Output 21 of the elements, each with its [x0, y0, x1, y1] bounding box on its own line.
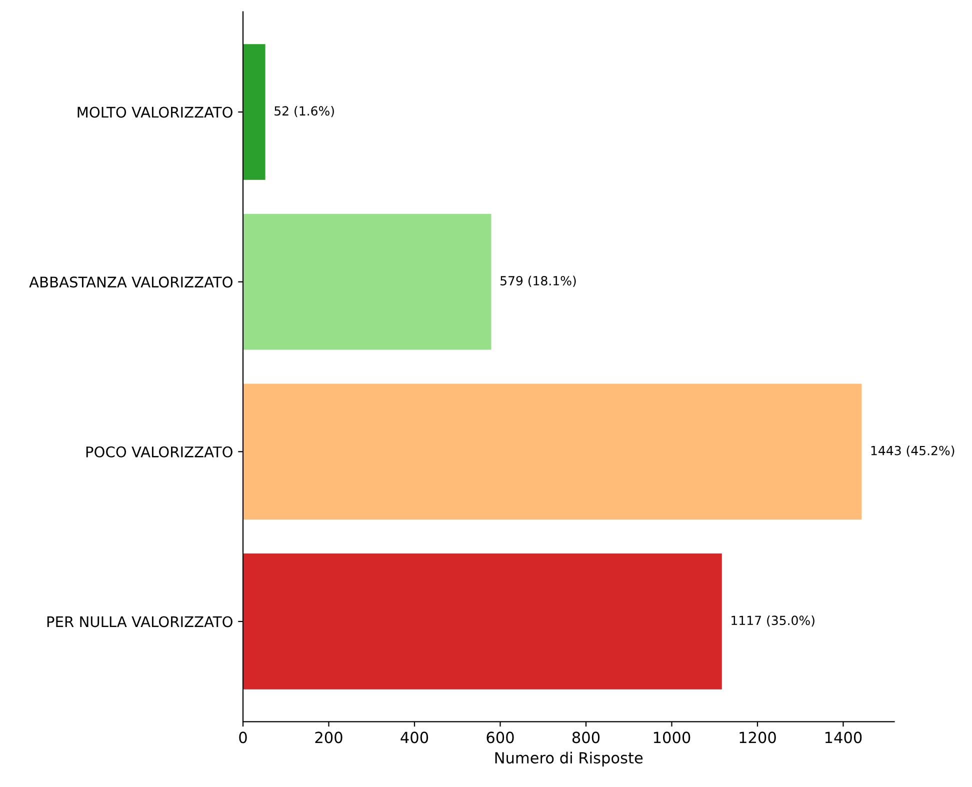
x-tick-label: 1000	[654, 732, 690, 744]
bar	[243, 384, 862, 520]
x-tick-label: 600	[486, 732, 514, 744]
data-label: 1443 (45.2%)	[871, 446, 954, 457]
y-tick-label: PER NULLA VALORIZZATO	[47, 616, 232, 628]
data-label: 1117 (35.0%)	[732, 615, 814, 627]
bar	[243, 44, 266, 180]
x-tick-label: 1400	[825, 732, 862, 744]
bar	[243, 214, 492, 350]
x-tick-label: 800	[572, 732, 600, 744]
x-tick-label: 0	[239, 732, 247, 744]
y-tick-label: POCO VALORIZZATO	[86, 446, 232, 458]
y-tick-label: ABBASTANZA VALORIZZATO	[29, 276, 232, 288]
data-label: 579 (18.1%)	[500, 276, 576, 287]
bar	[243, 554, 722, 690]
x-tick-label: 1200	[740, 732, 776, 744]
data-label: 52 (1.6%)	[274, 106, 334, 118]
x-axis-title: Numero di Risposte	[495, 752, 643, 767]
x-tick-label: 200	[315, 732, 342, 744]
x-tick-label: 400	[400, 732, 428, 744]
y-tick-label: MOLTO VALORIZZATO	[78, 106, 232, 118]
